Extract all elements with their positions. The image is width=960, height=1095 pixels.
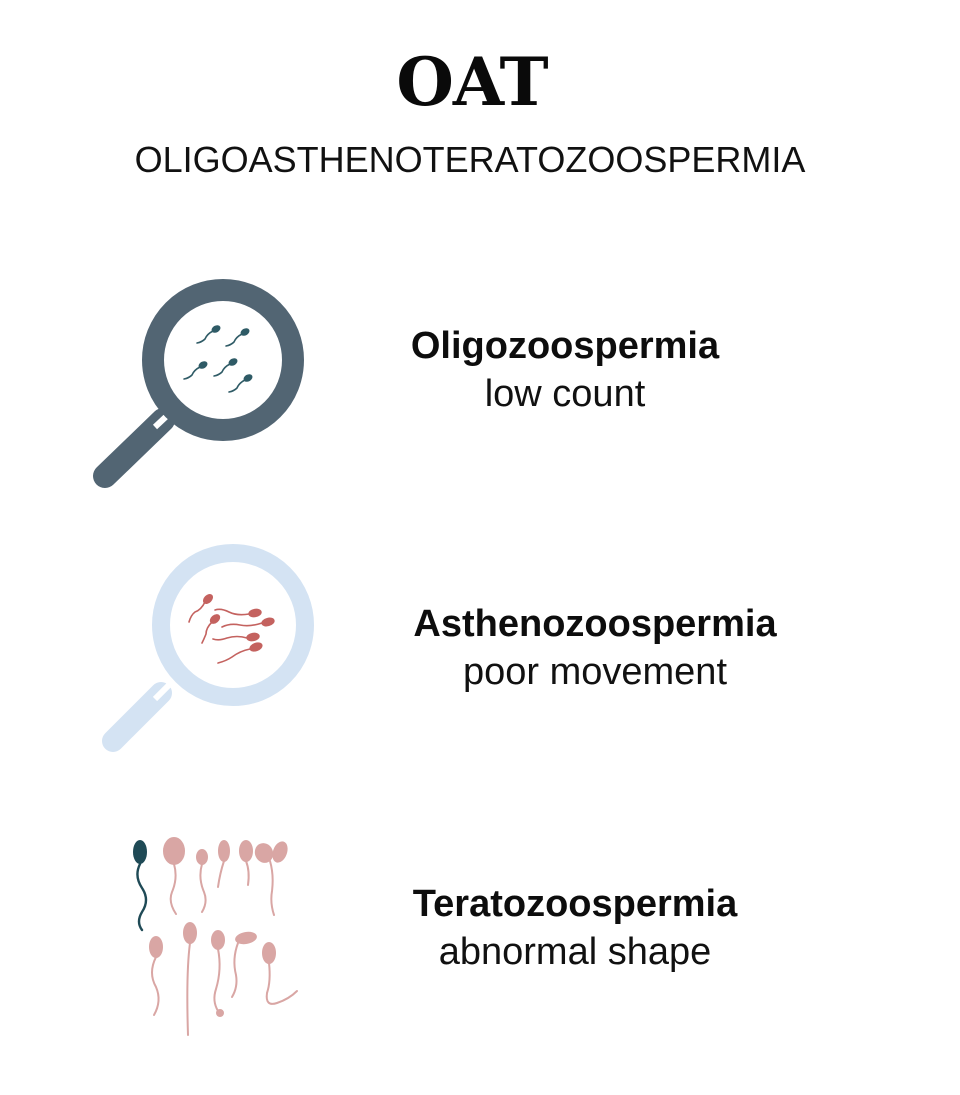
sperm-cells — [183, 325, 253, 393]
sperm-cells — [188, 594, 275, 664]
term-label: Asthenozoospermia — [413, 603, 777, 645]
term-description: poor movement — [462, 651, 727, 693]
magnifier-sperm-icon — [93, 279, 304, 488]
magnifier-moving-sperm-icon — [102, 544, 314, 752]
page-subtitle: OLIGOASTHENOTERATOZOOSPERMIA — [134, 139, 806, 180]
sperm-abnormal-row-bottom — [149, 922, 298, 1036]
term-label: Oligozoospermia — [410, 325, 720, 367]
sperm-abnormal-row-top — [163, 837, 288, 916]
magnifier-ring — [152, 544, 314, 706]
abnormal-sperm-shapes-icon — [133, 837, 298, 1036]
row-teratozoospermia: Teratozoospermia abnormal shape — [380, 880, 770, 976]
sperm-normal-dark — [133, 840, 148, 932]
term-description: low count — [484, 373, 646, 415]
magnifier-handle — [102, 682, 172, 752]
row-oligozoospermia: Oligozoospermia low count — [380, 322, 750, 418]
term-description: abnormal shape — [438, 931, 712, 973]
row-asthenozoospermia: Asthenozoospermia poor movement — [380, 600, 810, 696]
magnifier-handle — [93, 408, 175, 488]
term-label: Teratozoospermia — [412, 883, 738, 925]
page-title: OAT — [396, 43, 548, 121]
magnifier-ring — [142, 279, 304, 441]
